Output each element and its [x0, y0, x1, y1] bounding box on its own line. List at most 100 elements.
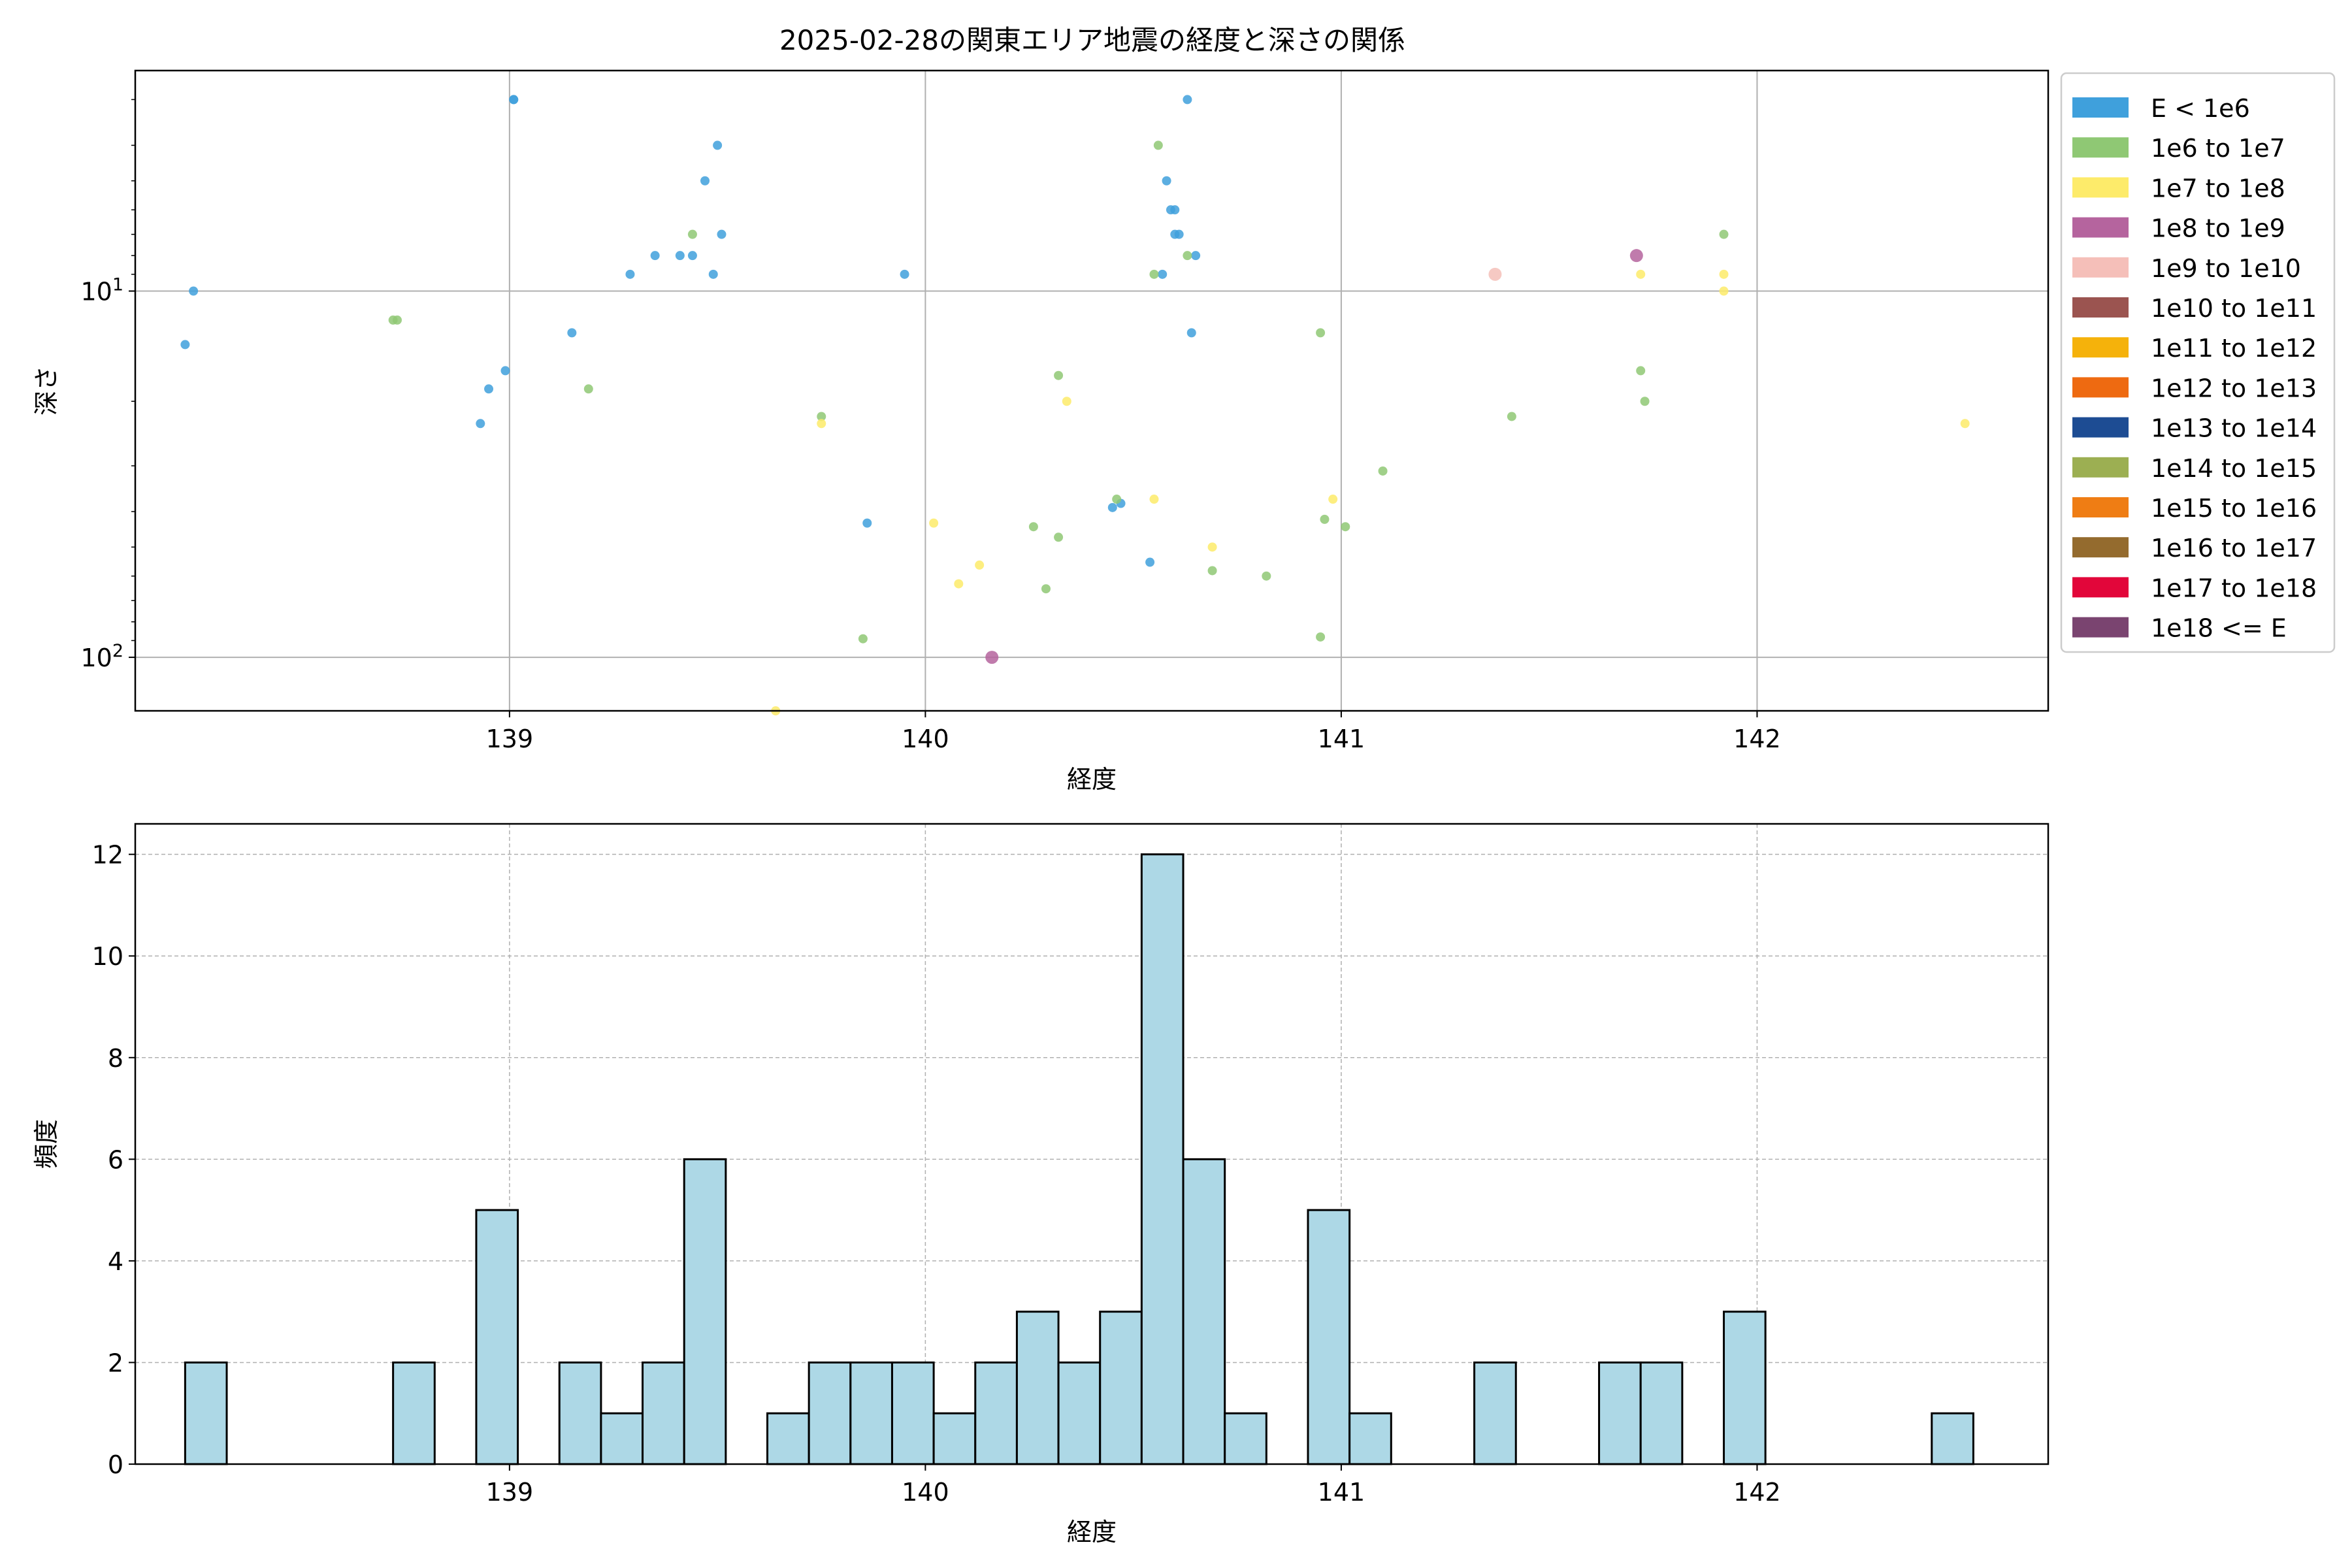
scatter-point — [1960, 419, 1970, 429]
scatter-point — [180, 340, 190, 350]
histogram-bar — [1307, 1209, 1351, 1465]
scatter-tick-marks — [129, 99, 1758, 717]
scatter-point — [1341, 522, 1350, 532]
histogram-y-tick-labels: 0 2 4 6 8 10 12 — [92, 841, 123, 1479]
scatter-point — [1183, 251, 1192, 261]
histogram-x-tick-labels: 139 140 141 142 — [486, 1478, 1781, 1507]
scatter-point — [713, 140, 723, 150]
scatter-point — [1207, 542, 1217, 552]
legend-swatch — [2072, 217, 2129, 238]
scatter-point — [1158, 269, 1168, 279]
legend-swatch — [2072, 257, 2129, 278]
scatter-point — [1316, 328, 1326, 338]
histogram-bar — [1639, 1361, 1684, 1465]
scatter-x-tick-label: 140 — [902, 725, 949, 753]
legend-label: 1e8 to 1e9 — [2151, 214, 2285, 243]
legend-label: 1e10 to 1e11 — [2151, 294, 2317, 323]
histogram-bar — [642, 1361, 685, 1465]
legend-label: 1e16 to 1e17 — [2151, 534, 2317, 563]
histogram-bar — [890, 1361, 935, 1465]
legend-label: 1e9 to 1e10 — [2151, 254, 2301, 283]
histogram-bar — [1099, 1311, 1143, 1465]
histogram-bar — [1015, 1311, 1060, 1465]
histogram-bars — [184, 853, 1974, 1465]
scatter-y-tick-label: 101 — [80, 274, 123, 306]
scatter-point — [625, 269, 635, 279]
scatter-point — [862, 518, 872, 528]
scatter-point — [1719, 286, 1729, 296]
scatter-point — [1153, 140, 1163, 150]
histogram-bar — [1224, 1412, 1267, 1465]
histogram-tick-marks — [129, 853, 1758, 1471]
scatter-point — [476, 419, 485, 429]
histogram-y-tick-label: 8 — [108, 1044, 123, 1073]
scatter-point — [708, 269, 718, 279]
histogram-bar — [849, 1361, 893, 1465]
histogram-x-axis-label: 経度 — [1067, 1518, 1117, 1546]
histogram-bar — [1348, 1412, 1392, 1465]
legend-label: 1e18 <= E — [2151, 614, 2287, 643]
histogram-y-axis-label: 頻度 — [32, 1119, 61, 1169]
scatter-point — [1640, 397, 1650, 406]
legend-swatch — [2072, 417, 2129, 438]
legend-label: 1e17 to 1e18 — [2151, 574, 2317, 602]
scatter-point — [687, 251, 697, 261]
scatter-point — [700, 176, 710, 186]
scatter-point — [393, 315, 402, 325]
histogram-bar — [1931, 1412, 1974, 1465]
histogram-chart: 139 140 141 142 0 2 4 6 8 10 12 経度 頻度 — [32, 823, 2050, 1546]
scatter-y-tick-labels: 101 102 — [80, 274, 123, 672]
scatter-point — [929, 518, 939, 528]
scatter-point — [1174, 229, 1184, 239]
scatter-point — [1191, 251, 1201, 261]
histogram-x-tick-label: 142 — [1733, 1478, 1781, 1507]
scatter-x-axis-label: 経度 — [1067, 765, 1117, 794]
scatter-point — [650, 251, 660, 261]
histogram-bar — [974, 1361, 1018, 1465]
scatter-plot-frame — [134, 69, 2050, 712]
histogram-bar — [1598, 1361, 1642, 1465]
scatter-point — [985, 651, 999, 664]
legend-swatch — [2072, 577, 2129, 598]
scatter-title: 2025-02-28の関東エリア地震の経度と深さの関係 — [779, 24, 1405, 56]
histogram-bar — [766, 1412, 810, 1465]
scatter-point — [1149, 269, 1159, 279]
legend-swatch — [2072, 177, 2129, 198]
legend-swatch — [2072, 337, 2129, 358]
legend-label: E < 1e6 — [2151, 94, 2250, 123]
scatter-point — [1629, 249, 1643, 263]
histogram-x-tick-label: 139 — [486, 1478, 534, 1507]
histogram-y-tick-label: 10 — [92, 942, 123, 971]
histogram-y-tick-label: 2 — [108, 1348, 123, 1377]
scatter-point — [1719, 269, 1729, 279]
histogram-plot-frame — [134, 823, 2050, 1465]
scatter-point — [189, 286, 199, 296]
scatter-point — [484, 384, 494, 394]
scatter-point — [1636, 366, 1646, 376]
histogram-y-tick-label: 12 — [92, 841, 123, 870]
scatter-point — [1054, 370, 1064, 380]
scatter-point — [717, 229, 727, 239]
legend-label: 1e7 to 1e8 — [2151, 174, 2285, 203]
scatter-point — [1183, 95, 1192, 105]
legend-swatch — [2072, 537, 2129, 558]
legend-label: 1e6 to 1e7 — [2151, 134, 2285, 163]
scatter-point — [1636, 269, 1646, 279]
histogram-y-tick-label: 0 — [108, 1450, 123, 1479]
histogram-bar — [808, 1361, 852, 1465]
scatter-point — [900, 269, 909, 279]
scatter-chart: 139 140 141 142 101 102 経度 深さ — [32, 69, 2050, 794]
scatter-x-tick-label: 142 — [1733, 725, 1781, 753]
histogram-bar — [392, 1361, 436, 1465]
scatter-y-axis-label: 深さ — [32, 366, 61, 416]
histogram-bar — [600, 1412, 644, 1465]
histogram-y-tick-label: 4 — [108, 1247, 123, 1276]
scatter-point — [1262, 571, 1271, 581]
scatter-points — [180, 95, 1970, 715]
scatter-point — [1054, 532, 1064, 542]
scatter-point — [1107, 502, 1117, 512]
legend-swatch — [2072, 297, 2129, 318]
scatter-point — [1316, 632, 1326, 642]
scatter-point — [975, 560, 985, 570]
